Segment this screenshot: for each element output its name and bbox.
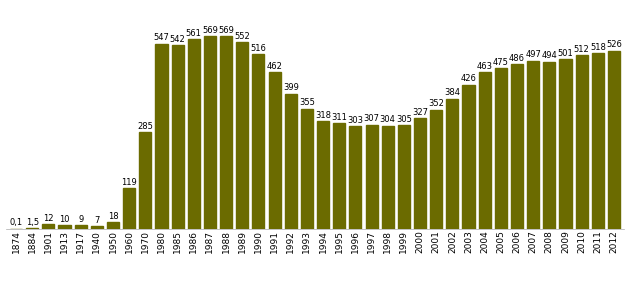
Bar — [350, 126, 362, 229]
Text: 327: 327 — [412, 108, 428, 117]
Text: 10: 10 — [59, 215, 70, 224]
Bar — [430, 110, 442, 229]
Text: 518: 518 — [590, 43, 606, 52]
Bar — [236, 42, 248, 229]
Text: 526: 526 — [606, 40, 622, 49]
Text: 318: 318 — [315, 111, 331, 120]
Bar — [414, 118, 426, 229]
Bar — [462, 84, 474, 229]
Bar — [139, 132, 151, 229]
Bar — [42, 224, 54, 229]
Bar — [301, 108, 313, 229]
Text: 552: 552 — [234, 32, 250, 40]
Text: 303: 303 — [347, 116, 364, 125]
Text: 561: 561 — [186, 28, 202, 38]
Text: 18: 18 — [108, 212, 118, 221]
Text: 311: 311 — [331, 113, 347, 122]
Text: 426: 426 — [461, 74, 476, 83]
Bar — [576, 55, 588, 229]
Bar — [592, 53, 604, 229]
Text: 497: 497 — [525, 50, 541, 59]
Bar — [446, 99, 459, 229]
Bar — [156, 44, 168, 229]
Text: 384: 384 — [444, 88, 461, 97]
Bar — [220, 36, 232, 229]
Bar — [171, 45, 184, 229]
Text: 569: 569 — [218, 26, 234, 35]
Bar — [91, 226, 103, 229]
Bar — [107, 222, 119, 229]
Bar — [59, 225, 71, 229]
Text: 399: 399 — [283, 83, 299, 92]
Text: 285: 285 — [137, 122, 153, 131]
Text: 475: 475 — [493, 58, 509, 67]
Bar — [527, 61, 539, 229]
Bar — [479, 72, 491, 229]
Bar — [74, 226, 87, 229]
Text: 7: 7 — [94, 216, 100, 225]
Text: 9: 9 — [78, 215, 83, 224]
Bar — [495, 68, 507, 229]
Bar — [333, 123, 345, 229]
Text: 494: 494 — [541, 51, 557, 60]
Bar — [204, 36, 216, 229]
Bar — [26, 228, 38, 229]
Bar — [285, 94, 297, 229]
Text: 486: 486 — [509, 54, 525, 63]
Text: 516: 516 — [251, 44, 266, 53]
Bar — [253, 54, 265, 229]
Bar — [268, 72, 280, 229]
Bar — [398, 125, 410, 229]
Text: 569: 569 — [202, 26, 218, 35]
Bar — [317, 121, 329, 229]
Text: 119: 119 — [121, 178, 137, 187]
Text: 355: 355 — [299, 98, 315, 107]
Bar — [511, 64, 523, 229]
Bar — [123, 188, 135, 229]
Text: 542: 542 — [169, 35, 185, 44]
Text: 547: 547 — [154, 33, 169, 42]
Bar — [559, 59, 571, 229]
Text: 12: 12 — [43, 214, 54, 223]
Text: 304: 304 — [380, 115, 396, 125]
Bar — [188, 39, 200, 229]
Bar — [543, 62, 556, 229]
Text: 0,1: 0,1 — [9, 218, 23, 227]
Bar — [608, 51, 620, 229]
Bar — [382, 126, 394, 229]
Text: 512: 512 — [574, 45, 590, 54]
Bar — [365, 125, 377, 229]
Text: 1,5: 1,5 — [26, 218, 38, 227]
Text: 307: 307 — [364, 114, 379, 123]
Text: 462: 462 — [266, 62, 282, 71]
Text: 463: 463 — [477, 62, 493, 71]
Text: 501: 501 — [558, 49, 573, 58]
Text: 305: 305 — [396, 115, 412, 124]
Text: 352: 352 — [428, 99, 444, 108]
